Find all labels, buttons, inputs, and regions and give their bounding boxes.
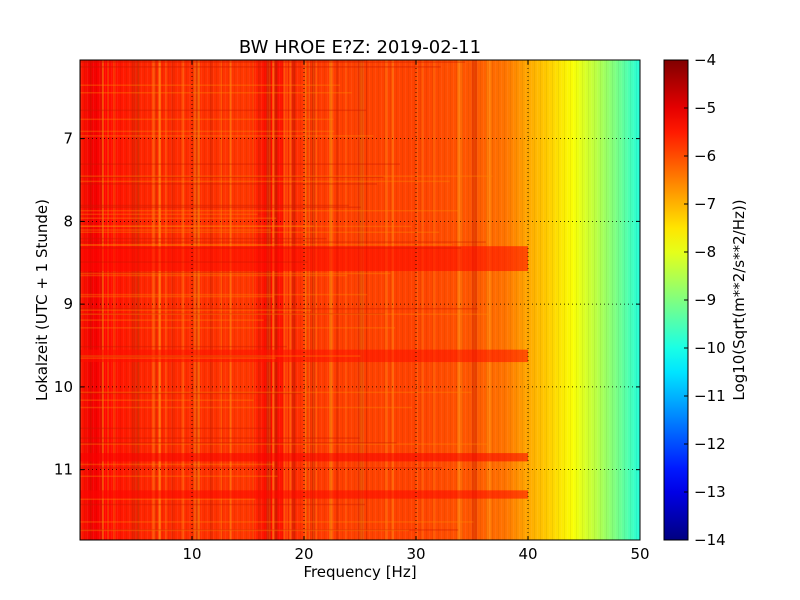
spectrogram-band	[80, 109, 367, 112]
spectrogram-band	[80, 183, 378, 185]
x-tick-label: 10	[182, 545, 201, 563]
colorbar-label: Log10(Sqrt(m**2/s**2/Hz))	[730, 199, 748, 400]
plot-frame	[79, 59, 641, 541]
colorbar-tick-label: −5	[694, 99, 716, 117]
spectrogram-band	[80, 391, 472, 394]
spectrogram-band	[80, 327, 396, 329]
grid-lines	[80, 60, 640, 540]
spectrogram-plot: 10 20 30 40 50 7 8 9 10 11	[54, 59, 650, 563]
spectrogram-band	[80, 521, 474, 523]
colorbar-tick-label: −7	[694, 195, 716, 213]
spectrogram-band	[80, 118, 334, 121]
spectrogram-band	[80, 175, 493, 177]
spectrogram-band	[80, 355, 267, 357]
spectrogram-band	[80, 60, 366, 62]
spectrogram-band	[80, 206, 361, 209]
spectrogram-band	[80, 225, 412, 228]
spectrogram-band	[80, 237, 327, 240]
spectrogram-band	[80, 130, 335, 133]
spectrogram-band	[80, 503, 366, 506]
x-tick-label: 30	[406, 545, 425, 563]
colorbar-ticks: −4 −5 −6 −7 −8 −9 −10 −11 −12 −13 −14	[684, 51, 726, 549]
colorbar-tick-label: −13	[694, 483, 726, 501]
spectrogram-band	[80, 247, 462, 249]
spectrogram-band	[80, 392, 302, 395]
spectrogram-band	[80, 244, 453, 246]
spectrogram-band	[80, 241, 486, 243]
x-axis-label: Frequency [Hz]	[303, 563, 416, 581]
spectrogram-band	[80, 244, 273, 246]
spectrogram-band	[80, 309, 312, 311]
spectrogram-band	[80, 295, 275, 298]
spectrogram-band	[80, 225, 314, 227]
y-tick-label: 10	[54, 378, 73, 396]
x-tick-label: 50	[630, 545, 649, 563]
spectrogram-band	[80, 453, 528, 462]
spectrogram-band	[80, 467, 443, 469]
spectrogram-band	[80, 217, 277, 219]
spectrogram-band	[80, 357, 276, 359]
spectrogram-band	[80, 355, 361, 357]
spectrogram-band	[80, 307, 478, 310]
spectrogram-band	[80, 427, 272, 430]
spectrogram-band	[80, 209, 459, 212]
spectrogram-band	[80, 135, 374, 137]
spectrogram-band	[80, 92, 352, 94]
colorbar-tick-label: −12	[694, 435, 726, 453]
spectrogram-band	[80, 345, 287, 348]
spectrogram-band	[80, 406, 413, 409]
spectrogram-band	[80, 229, 272, 231]
spectrogram-band	[80, 84, 341, 86]
colorbar-tick-label: −14	[694, 531, 726, 549]
spectrogram-band	[80, 274, 348, 277]
x-tick-label: 40	[518, 545, 537, 563]
y-tick-label: 7	[63, 130, 73, 148]
spectrogram-band	[80, 313, 385, 315]
y-axis-ticks: 7 8 9 10 11	[54, 130, 640, 479]
y-axis-label: Lokalzeit (UTC + 1 Stunde)	[33, 199, 51, 401]
spectrogram-band	[80, 399, 254, 401]
chart-title: BW HROE E?Z: 2019-02-11	[239, 37, 481, 58]
spectrogram-band	[80, 437, 360, 439]
spectrogram-band	[80, 442, 397, 444]
spectrogram-band	[80, 293, 368, 296]
spectrogram-band	[80, 490, 528, 499]
colorbar-tick-label: −9	[694, 291, 716, 309]
spectrogram-band	[80, 180, 450, 183]
colorbar-tick-label: −11	[694, 387, 726, 405]
colorbar-tick-label: −10	[694, 339, 726, 357]
spectrogram-band	[80, 204, 349, 207]
spectrogram-band	[80, 498, 256, 501]
spectrogram-band	[80, 272, 391, 275]
spectrogram-band	[80, 475, 278, 478]
colorbar-tick-label: −8	[694, 243, 716, 261]
spectrogram-band	[80, 271, 273, 274]
spectrogram-band	[80, 261, 308, 263]
spectrogram-band	[80, 61, 466, 63]
colorbar: −4 −5 −6 −7 −8 −9 −10 −11 −12 −13 −14	[663, 51, 726, 549]
y-tick-label: 9	[63, 295, 73, 313]
spectrogram-band	[80, 463, 275, 466]
spectrogram-band	[80, 319, 264, 321]
spectrogram-band	[80, 529, 459, 531]
x-axis-ticks: 10 20 30 40 50	[182, 60, 650, 563]
spectrogram-band	[80, 213, 258, 216]
spectrogram-band	[80, 176, 384, 178]
x-tick-label: 20	[294, 545, 313, 563]
spectrogram-band	[80, 529, 410, 532]
spectrogram-band	[80, 66, 441, 68]
colorbar-tick-label: −6	[694, 147, 716, 165]
spectrogram-band	[80, 163, 400, 165]
spectrogram-band	[80, 313, 492, 315]
y-tick-label: 11	[54, 461, 73, 479]
colorbar-tick-label: −4	[694, 51, 716, 69]
spectrogram-band	[80, 246, 528, 272]
spectrogram-band	[80, 443, 488, 445]
spectrogram-band	[80, 231, 440, 234]
y-tick-label: 8	[63, 212, 73, 230]
